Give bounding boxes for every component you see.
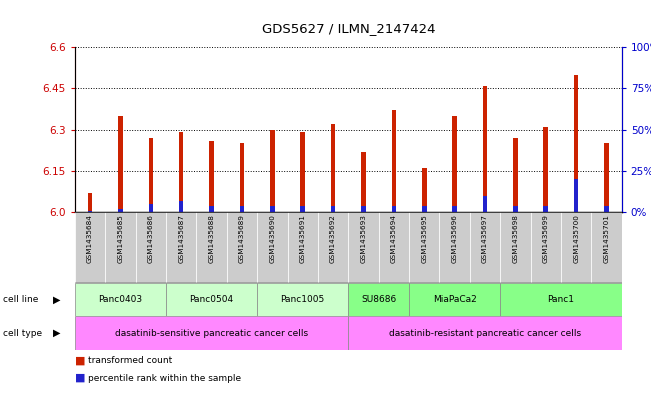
Bar (604, 206, 609, 212)
Text: GSM1435701: GSM1435701 (603, 214, 609, 263)
Bar (513, 138, 518, 212)
Text: GSM1435689: GSM1435689 (239, 214, 245, 263)
Bar (179, 132, 184, 212)
Bar (531, 212, 561, 283)
Bar (135, 212, 166, 283)
Text: Panc1: Panc1 (547, 295, 574, 304)
Text: Panc0504: Panc0504 (189, 295, 234, 304)
Bar (409, 212, 439, 283)
Bar (470, 212, 500, 283)
Bar (544, 206, 548, 212)
Bar (257, 283, 348, 316)
Text: cell line: cell line (3, 295, 38, 304)
Bar (318, 212, 348, 283)
Text: GDS5627 / ILMN_2147424: GDS5627 / ILMN_2147424 (262, 22, 435, 35)
Bar (500, 212, 531, 283)
Text: GSM1435684: GSM1435684 (87, 214, 93, 263)
Bar (544, 127, 548, 212)
Bar (75, 283, 166, 316)
Text: Panc1005: Panc1005 (281, 295, 325, 304)
Bar (118, 209, 123, 212)
Bar (148, 138, 153, 212)
Bar (452, 206, 457, 212)
Bar (422, 168, 426, 212)
Text: GSM1435696: GSM1435696 (452, 214, 458, 263)
Bar (348, 212, 379, 283)
Bar (513, 206, 518, 212)
Text: transformed count: transformed count (88, 356, 172, 365)
Text: dasatinib-sensitive pancreatic cancer cells: dasatinib-sensitive pancreatic cancer ce… (115, 329, 308, 338)
Bar (439, 212, 470, 283)
Bar (604, 143, 609, 212)
Bar (88, 193, 92, 212)
Text: GSM1435687: GSM1435687 (178, 214, 184, 263)
Text: GSM1435691: GSM1435691 (299, 214, 306, 263)
Text: ■: ■ (75, 373, 85, 383)
Bar (409, 283, 500, 316)
Bar (148, 204, 153, 212)
Text: GSM1435690: GSM1435690 (270, 214, 275, 263)
Bar (257, 212, 288, 283)
Text: GSM1435685: GSM1435685 (117, 214, 124, 263)
Text: ■: ■ (75, 356, 85, 366)
Bar (561, 212, 591, 283)
Text: ▶: ▶ (53, 328, 61, 338)
Text: GSM1435693: GSM1435693 (361, 214, 367, 263)
Text: GSM1435688: GSM1435688 (208, 214, 215, 263)
Bar (452, 116, 457, 212)
Bar (197, 212, 227, 283)
Bar (209, 206, 214, 212)
Bar (348, 283, 409, 316)
Bar (166, 212, 197, 283)
Bar (361, 206, 366, 212)
Bar (392, 206, 396, 212)
Bar (483, 196, 487, 212)
Bar (227, 212, 257, 283)
Bar (105, 212, 135, 283)
Bar (574, 179, 578, 212)
Bar (75, 212, 105, 283)
Text: SU8686: SU8686 (361, 295, 396, 304)
Text: percentile rank within the sample: percentile rank within the sample (88, 374, 241, 382)
Text: GSM1435699: GSM1435699 (543, 214, 549, 263)
Bar (179, 201, 184, 212)
Text: GSM1435692: GSM1435692 (330, 214, 336, 263)
Text: GSM1435695: GSM1435695 (421, 214, 427, 263)
Bar (483, 86, 487, 212)
Bar (270, 130, 275, 212)
Bar (75, 316, 348, 350)
Bar (118, 116, 123, 212)
Bar (209, 141, 214, 212)
Bar (422, 206, 426, 212)
Text: GSM1435700: GSM1435700 (573, 214, 579, 263)
Bar (361, 152, 366, 212)
Bar (500, 283, 622, 316)
Bar (379, 212, 409, 283)
Bar (331, 206, 335, 212)
Bar (300, 206, 305, 212)
Bar (270, 206, 275, 212)
Bar (240, 206, 244, 212)
Text: ▶: ▶ (53, 295, 61, 305)
Bar (591, 212, 622, 283)
Bar (166, 283, 257, 316)
Bar (88, 211, 92, 212)
Text: dasatinib-resistant pancreatic cancer cells: dasatinib-resistant pancreatic cancer ce… (389, 329, 581, 338)
Text: GSM1435698: GSM1435698 (512, 214, 518, 263)
Bar (300, 132, 305, 212)
Text: GSM1435694: GSM1435694 (391, 214, 397, 263)
Text: Panc0403: Panc0403 (98, 295, 143, 304)
Bar (240, 143, 244, 212)
Bar (348, 316, 622, 350)
Bar (331, 124, 335, 212)
Text: GSM1435686: GSM1435686 (148, 214, 154, 263)
Bar (288, 212, 318, 283)
Text: cell type: cell type (3, 329, 42, 338)
Text: GSM1435697: GSM1435697 (482, 214, 488, 263)
Text: MiaPaCa2: MiaPaCa2 (433, 295, 477, 304)
Bar (574, 75, 578, 212)
Bar (392, 110, 396, 212)
